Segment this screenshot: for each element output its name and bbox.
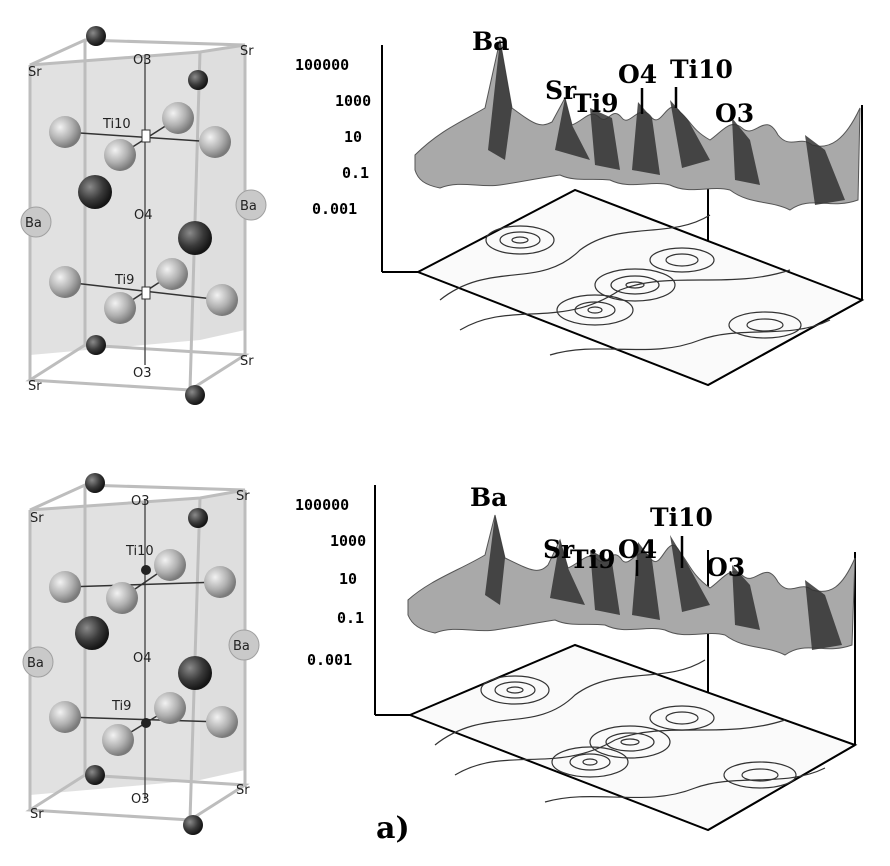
ti-marker xyxy=(141,286,151,300)
z-tick-label: 0.001 xyxy=(312,200,357,218)
label-o3: O3 xyxy=(131,792,150,807)
o-atom xyxy=(162,102,194,134)
label-o3: O3 xyxy=(131,494,150,509)
peak-label-sr: Sr xyxy=(545,76,577,105)
density-plot-top: 100000 1000 10 0.1 0.001 Ba Sr Ti9 O4 Ti… xyxy=(295,27,865,387)
label-ba: Ba xyxy=(240,199,257,214)
o-atom xyxy=(49,701,81,733)
sr-atom xyxy=(185,385,205,405)
o-atom xyxy=(154,549,186,581)
crystal-structure-top: Sr Sr Sr Sr O3 O3 O4 Ti10 Ti9 Ba Ba xyxy=(20,26,267,405)
sr-atom xyxy=(183,815,203,835)
sr-atom xyxy=(85,473,105,493)
sr-atom xyxy=(188,508,208,528)
sr-atom xyxy=(188,70,208,90)
ba-atom xyxy=(78,175,112,209)
sr-atom xyxy=(86,26,106,46)
peak-label-o3: O3 xyxy=(706,553,745,582)
o-atom xyxy=(204,566,236,598)
o-atom xyxy=(206,284,238,316)
ti-marker xyxy=(141,129,151,143)
peak-label-o3: O3 xyxy=(715,99,754,128)
z-tick-label: 0.1 xyxy=(342,164,369,182)
o-atom xyxy=(206,706,238,738)
contour-plane xyxy=(407,643,858,832)
o-atom xyxy=(156,258,188,290)
ba-atom xyxy=(178,656,212,690)
surface-shading xyxy=(488,40,845,205)
label-o3: O3 xyxy=(133,53,152,68)
label-ti9: Ti9 xyxy=(114,273,134,288)
o-atom xyxy=(104,292,136,324)
o-atom xyxy=(199,126,231,158)
peak-label-ti10: Ti10 xyxy=(670,55,733,84)
peak-label-sr: Sr xyxy=(543,535,575,564)
peak-label-ba: Ba xyxy=(470,483,507,512)
peak-label-ti9: Ti9 xyxy=(570,545,616,574)
o-atom xyxy=(49,116,81,148)
label-sr: Sr xyxy=(30,511,44,526)
label-ti10: Ti10 xyxy=(102,117,131,132)
label-sr: Sr xyxy=(236,489,250,504)
density-plot-bottom: 100000 1000 10 0.1 0.001 Ba Sr Ti9 O4 Ti… xyxy=(295,483,858,832)
ti-atom xyxy=(141,565,151,575)
peak-label-ti9: Ti9 xyxy=(573,89,619,118)
o-atom xyxy=(49,571,81,603)
label-sr: Sr xyxy=(30,807,44,822)
label-o4: O4 xyxy=(134,208,153,223)
o-atom xyxy=(104,139,136,171)
peak-label-o4: O4 xyxy=(618,60,657,89)
z-tick-label: 10 xyxy=(339,570,357,588)
sr-atom xyxy=(86,335,106,355)
label-sr: Sr xyxy=(28,379,42,394)
z-tick-label: 100000 xyxy=(295,496,349,514)
z-tick-label: 10 xyxy=(344,128,362,146)
label-o4: O4 xyxy=(133,651,152,666)
peak-label-ti10: Ti10 xyxy=(650,503,713,532)
z-tick-label: 0.1 xyxy=(337,609,364,627)
panel-label: a) xyxy=(376,811,410,846)
label-sr: Sr xyxy=(236,783,250,798)
ba-edge-atom xyxy=(228,629,260,661)
crystal-structure-bottom: Sr Sr Sr Sr O3 O3 O4 Ti10 Ti9 Ba Ba xyxy=(22,473,260,835)
label-sr: Sr xyxy=(28,65,42,80)
o-atom xyxy=(49,266,81,298)
ba-edge-atom xyxy=(22,646,54,678)
z-tick-label: 1000 xyxy=(335,92,371,110)
peak-label-o4: O4 xyxy=(618,535,657,564)
label-ba: Ba xyxy=(233,639,250,654)
sr-atom xyxy=(85,765,105,785)
label-o3: O3 xyxy=(133,366,152,381)
peak-label-ba: Ba xyxy=(472,27,509,56)
z-tick-label: 100000 xyxy=(295,56,349,74)
ba-edge-atom xyxy=(20,206,52,238)
o-atom xyxy=(106,582,138,614)
label-sr: Sr xyxy=(240,44,254,59)
unit-cell-plane-side xyxy=(200,490,245,780)
ba-edge-atom xyxy=(235,189,267,221)
contour-lines xyxy=(434,659,826,803)
label-ti10: Ti10 xyxy=(125,544,154,559)
label-ba: Ba xyxy=(25,216,42,231)
surface-shading xyxy=(485,515,842,650)
contour-lines xyxy=(439,214,831,356)
o-atom xyxy=(154,692,186,724)
ti-atom xyxy=(141,718,151,728)
ba-atom xyxy=(75,616,109,650)
z-tick-label: 1000 xyxy=(330,532,366,550)
label-sr: Sr xyxy=(240,354,254,369)
panel-label-text: a) xyxy=(376,811,410,846)
z-tick-label: 0.001 xyxy=(307,651,352,669)
o-atom xyxy=(102,724,134,756)
label-ba: Ba xyxy=(27,656,44,671)
unit-cell-plane-side xyxy=(200,45,245,340)
label-ti9: Ti9 xyxy=(111,699,131,714)
ba-atom xyxy=(178,221,212,255)
